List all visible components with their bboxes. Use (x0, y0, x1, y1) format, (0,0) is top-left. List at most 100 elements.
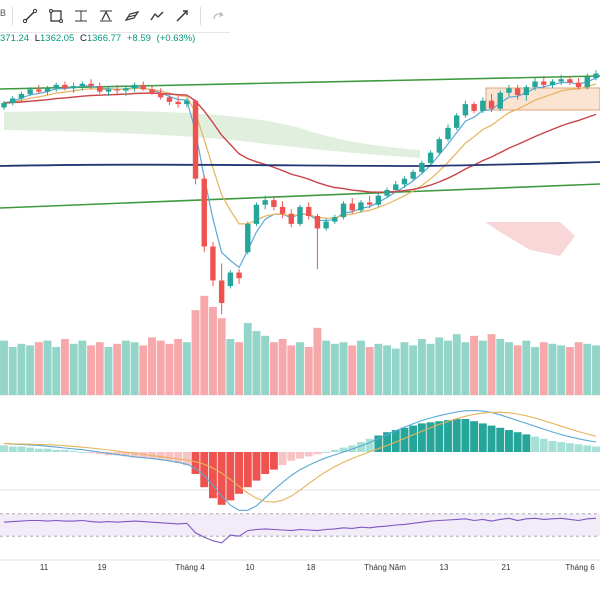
volume-bar (557, 345, 566, 395)
candle-body (18, 93, 25, 99)
candle-body (488, 100, 495, 109)
macd-bar (52, 449, 61, 452)
candle (36, 84, 42, 94)
candle (593, 70, 599, 81)
candle (192, 99, 199, 185)
redo-arrow-icon[interactable] (208, 5, 229, 27)
candle-body (158, 92, 164, 98)
low-value: 1362.05 (40, 33, 75, 44)
candle-body (227, 272, 234, 287)
brush-icon[interactable] (96, 5, 117, 27)
candle-body (532, 81, 538, 88)
macd-bar (322, 452, 331, 453)
candle (227, 270, 234, 289)
candle-body (514, 88, 521, 96)
fib-icon[interactable] (70, 5, 91, 27)
macd-bar (452, 419, 461, 452)
volume-bar (531, 347, 540, 395)
candle-body (271, 200, 277, 207)
macd-bar (174, 452, 183, 463)
volume-bar (182, 342, 191, 395)
macd-bar (226, 452, 235, 501)
candle (27, 87, 33, 97)
candle-body (427, 152, 434, 163)
macd-bar (235, 452, 244, 494)
long-ma-line (0, 161, 600, 167)
volume-bar (34, 342, 43, 395)
candle (88, 79, 94, 90)
volume-bar (304, 347, 313, 395)
candle-body (236, 272, 242, 279)
trend-line-icon[interactable] (20, 5, 41, 27)
macd-bar (17, 446, 26, 452)
candle-body (253, 204, 260, 224)
volume-bar (200, 295, 209, 395)
volume-bar (243, 323, 252, 395)
candle (532, 76, 538, 91)
candle (497, 90, 503, 111)
volume-bar (52, 347, 61, 395)
volume-bar (592, 345, 600, 395)
volume-bar (69, 343, 78, 395)
macd-bar (504, 430, 513, 452)
volume-bar (400, 342, 409, 395)
candle (384, 187, 390, 198)
macd-bar (417, 423, 426, 452)
change-percent: (+0.63%) (156, 33, 196, 44)
macd-bar (557, 442, 566, 452)
macd-bar (69, 450, 78, 452)
macd-bar (339, 447, 348, 452)
candlestick-series (1, 70, 599, 315)
arrow-icon[interactable] (171, 5, 192, 27)
candle-body (323, 221, 329, 229)
volume-bar (391, 348, 400, 395)
candle (306, 202, 312, 220)
macd-bar (296, 452, 304, 459)
volume-series (0, 295, 600, 395)
candle-body (384, 190, 390, 196)
volume-bar (539, 342, 548, 395)
candle (262, 195, 268, 210)
candle (401, 176, 408, 188)
candle (314, 213, 321, 270)
candle (149, 86, 155, 96)
candle-body (288, 213, 294, 224)
candle (480, 97, 486, 114)
candle (410, 169, 416, 181)
volume-bar (95, 342, 104, 395)
volume-bar (43, 340, 52, 395)
x-tick-label: Tháng Năm (364, 563, 406, 572)
volume-bar (287, 345, 296, 395)
candle (236, 269, 242, 284)
candle-body (445, 127, 451, 140)
x-tick-label: Tháng 4 (175, 563, 205, 572)
candle-body (462, 104, 469, 116)
pattern-icon[interactable] (121, 5, 142, 27)
candle (114, 84, 120, 94)
candle-body (218, 280, 225, 304)
x-tick-label: Tháng 6 (565, 563, 595, 572)
candle-body (114, 89, 120, 91)
rectangle-icon[interactable] (45, 5, 66, 27)
volume-bar (174, 339, 183, 395)
candle (271, 196, 277, 211)
candle (288, 209, 294, 228)
candle (79, 81, 86, 91)
macd-bar (217, 452, 226, 505)
candle-body (471, 104, 477, 111)
candle-body (506, 88, 512, 93)
candle-body (175, 101, 181, 105)
volume-bar (104, 347, 113, 395)
candle-body (149, 89, 155, 93)
macd-bar (278, 452, 287, 466)
path-icon[interactable] (146, 5, 167, 27)
candle-body (584, 76, 590, 88)
macd-bar (313, 452, 322, 455)
candle (575, 78, 582, 90)
volume-bar (269, 342, 278, 395)
volume-bar (339, 342, 348, 395)
candle-body (279, 206, 286, 214)
candle-body (393, 184, 399, 190)
candle-body (97, 86, 103, 92)
